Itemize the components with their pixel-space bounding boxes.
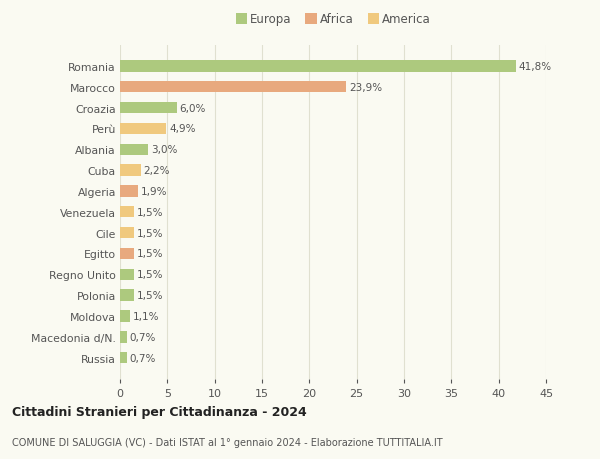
Text: 4,9%: 4,9% [169,124,196,134]
Text: 1,9%: 1,9% [141,186,167,196]
Text: 1,5%: 1,5% [137,207,164,217]
Bar [120,269,134,280]
Text: 0,7%: 0,7% [130,353,156,363]
Text: 1,5%: 1,5% [137,270,164,280]
Text: 23,9%: 23,9% [349,83,382,93]
Text: 1,5%: 1,5% [137,249,164,259]
Bar [120,331,127,343]
Bar [120,82,346,93]
Bar [120,352,127,364]
Text: 0,7%: 0,7% [130,332,156,342]
Bar [120,186,138,197]
Text: 3,0%: 3,0% [151,145,178,155]
Text: 1,5%: 1,5% [137,228,164,238]
Text: Cittadini Stranieri per Cittadinanza - 2024: Cittadini Stranieri per Cittadinanza - 2… [12,405,307,419]
Text: 1,5%: 1,5% [137,291,164,301]
Bar [120,61,516,73]
Legend: Europa, Africa, America: Europa, Africa, America [231,9,435,31]
Bar [120,123,166,135]
Text: 1,1%: 1,1% [133,311,160,321]
Bar [120,227,134,239]
Bar [120,290,134,301]
Text: 2,2%: 2,2% [143,166,170,176]
Bar [120,207,134,218]
Bar [120,248,134,260]
Bar [120,144,148,156]
Bar [120,103,177,114]
Bar [120,165,141,176]
Text: 6,0%: 6,0% [179,103,206,113]
Text: COMUNE DI SALUGGIA (VC) - Dati ISTAT al 1° gennaio 2024 - Elaborazione TUTTITALI: COMUNE DI SALUGGIA (VC) - Dati ISTAT al … [12,437,443,447]
Bar [120,311,130,322]
Text: 41,8%: 41,8% [518,62,551,72]
